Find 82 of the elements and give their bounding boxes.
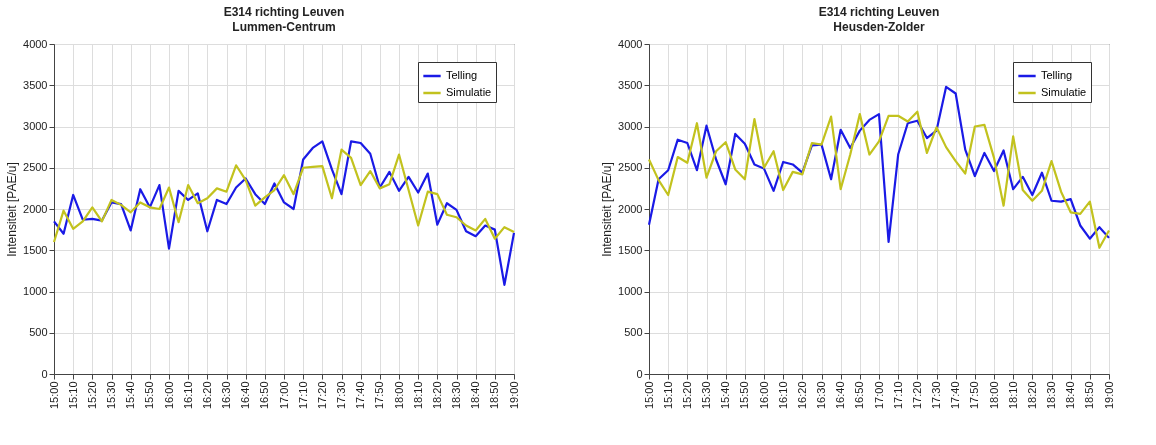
x-tick-label: 18:30 — [450, 381, 462, 410]
y-tick-label: 3000 — [23, 120, 48, 132]
y-tick-label: 0 — [636, 367, 643, 380]
x-tick-label: 17:20 — [315, 381, 328, 410]
x-tick-label: 18:40 — [469, 381, 482, 410]
legend-label: Simulatie — [1041, 86, 1087, 98]
line-series — [647, 110, 1111, 249]
y-tick-label: 1000 — [23, 285, 48, 297]
x-tick-label: 18:20 — [1025, 381, 1038, 410]
y-tick-label: 4000 — [23, 37, 48, 50]
x-tick-label: 15:00 — [47, 381, 60, 410]
x-tick-label: 15:30 — [700, 381, 712, 410]
x-tick-label: 15:20 — [85, 381, 98, 410]
y-tick-label: 1000 — [618, 285, 643, 297]
x-tick-label: 19:00 — [507, 381, 520, 410]
x-tick-label: 17:30 — [930, 381, 942, 410]
line-series — [647, 85, 1111, 244]
x-tick-label: 18:00 — [987, 381, 1000, 410]
x-tick-label: 18:40 — [1064, 381, 1077, 410]
x-tick-label: 15:20 — [680, 381, 693, 410]
y-tick-label: 2000 — [23, 202, 48, 215]
x-tick-label: 16:20 — [200, 381, 213, 410]
y-axis-title: Intensiteit [PAE/u] — [600, 162, 615, 257]
x-tick-label: 16:20 — [795, 381, 808, 410]
chart-title: E314 richting Leuven — [818, 5, 940, 19]
x-tick-label: 15:00 — [642, 381, 655, 410]
line-series — [52, 148, 516, 244]
x-tick-label: 15:50 — [143, 381, 156, 410]
x-tick-label: 15:40 — [124, 381, 137, 410]
y-tick-label: 1500 — [23, 243, 48, 256]
x-tick-label: 16:10 — [181, 381, 194, 410]
x-tick-label: 16:30 — [815, 381, 827, 410]
x-tick-label: 17:10 — [891, 381, 904, 410]
y-tick-label: 3500 — [618, 78, 643, 91]
x-tick-label: 18:30 — [1045, 381, 1057, 410]
x-tick-label: 15:40 — [719, 381, 732, 410]
y-tick-label: 2500 — [618, 161, 643, 174]
y-tick-label: 1500 — [618, 243, 643, 256]
legend-label: Telling — [1041, 69, 1073, 81]
x-tick-label: 17:00 — [277, 381, 290, 410]
x-tick-label: 16:50 — [853, 381, 866, 410]
legend-label: Telling — [446, 69, 478, 81]
legend-label: Simulatie — [446, 86, 492, 98]
x-tick-label: 16:10 — [776, 381, 789, 410]
y-axis-title: Intensiteit [PAE/u] — [5, 162, 20, 257]
x-tick-label: 15:50 — [738, 381, 751, 410]
x-tick-label: 17:10 — [296, 381, 309, 410]
x-tick-label: 16:40 — [834, 381, 847, 410]
x-tick-label: 16:40 — [239, 381, 252, 410]
x-tick-label: 18:50 — [1083, 381, 1096, 410]
x-tick-label: 17:20 — [910, 381, 923, 410]
x-tick-label: 18:20 — [430, 381, 443, 410]
y-tick-label: 500 — [624, 326, 643, 339]
y-tick-label: 3500 — [23, 78, 48, 91]
x-tick-label: 17:40 — [949, 381, 962, 410]
chart-subtitle: Lummen-Centrum — [232, 20, 336, 34]
x-tick-label: 18:00 — [392, 381, 405, 410]
x-tick-label: 16:00 — [162, 381, 175, 410]
x-tick-label: 15:30 — [105, 381, 117, 410]
y-tick-label: 4000 — [618, 37, 643, 50]
line-series — [52, 140, 516, 286]
y-tick-label: 500 — [29, 326, 48, 339]
x-tick-label: 17:30 — [335, 381, 347, 410]
y-tick-label: 3000 — [618, 120, 643, 132]
x-tick-label: 19:00 — [1102, 381, 1115, 410]
x-tick-label: 17:50 — [373, 381, 386, 410]
x-tick-label: 18:50 — [488, 381, 501, 410]
x-tick-label: 17:50 — [968, 381, 981, 410]
x-tick-label: 16:00 — [757, 381, 770, 410]
x-tick-label: 17:00 — [872, 381, 885, 410]
y-tick-label: 2500 — [23, 161, 48, 174]
x-tick-label: 16:50 — [258, 381, 271, 410]
x-tick-label: 17:40 — [354, 381, 367, 410]
y-tick-label: 0 — [41, 367, 48, 380]
chart-title: E314 richting Leuven — [223, 5, 345, 19]
x-tick-label: 15:10 — [66, 381, 79, 410]
x-tick-label: 16:30 — [220, 381, 232, 410]
x-tick-label: 18:10 — [1006, 381, 1019, 410]
chart-subtitle: Heusden-Zolder — [833, 20, 925, 34]
x-tick-label: 15:10 — [661, 381, 674, 410]
y-tick-label: 2000 — [618, 202, 643, 215]
x-tick-label: 18:10 — [411, 381, 424, 410]
